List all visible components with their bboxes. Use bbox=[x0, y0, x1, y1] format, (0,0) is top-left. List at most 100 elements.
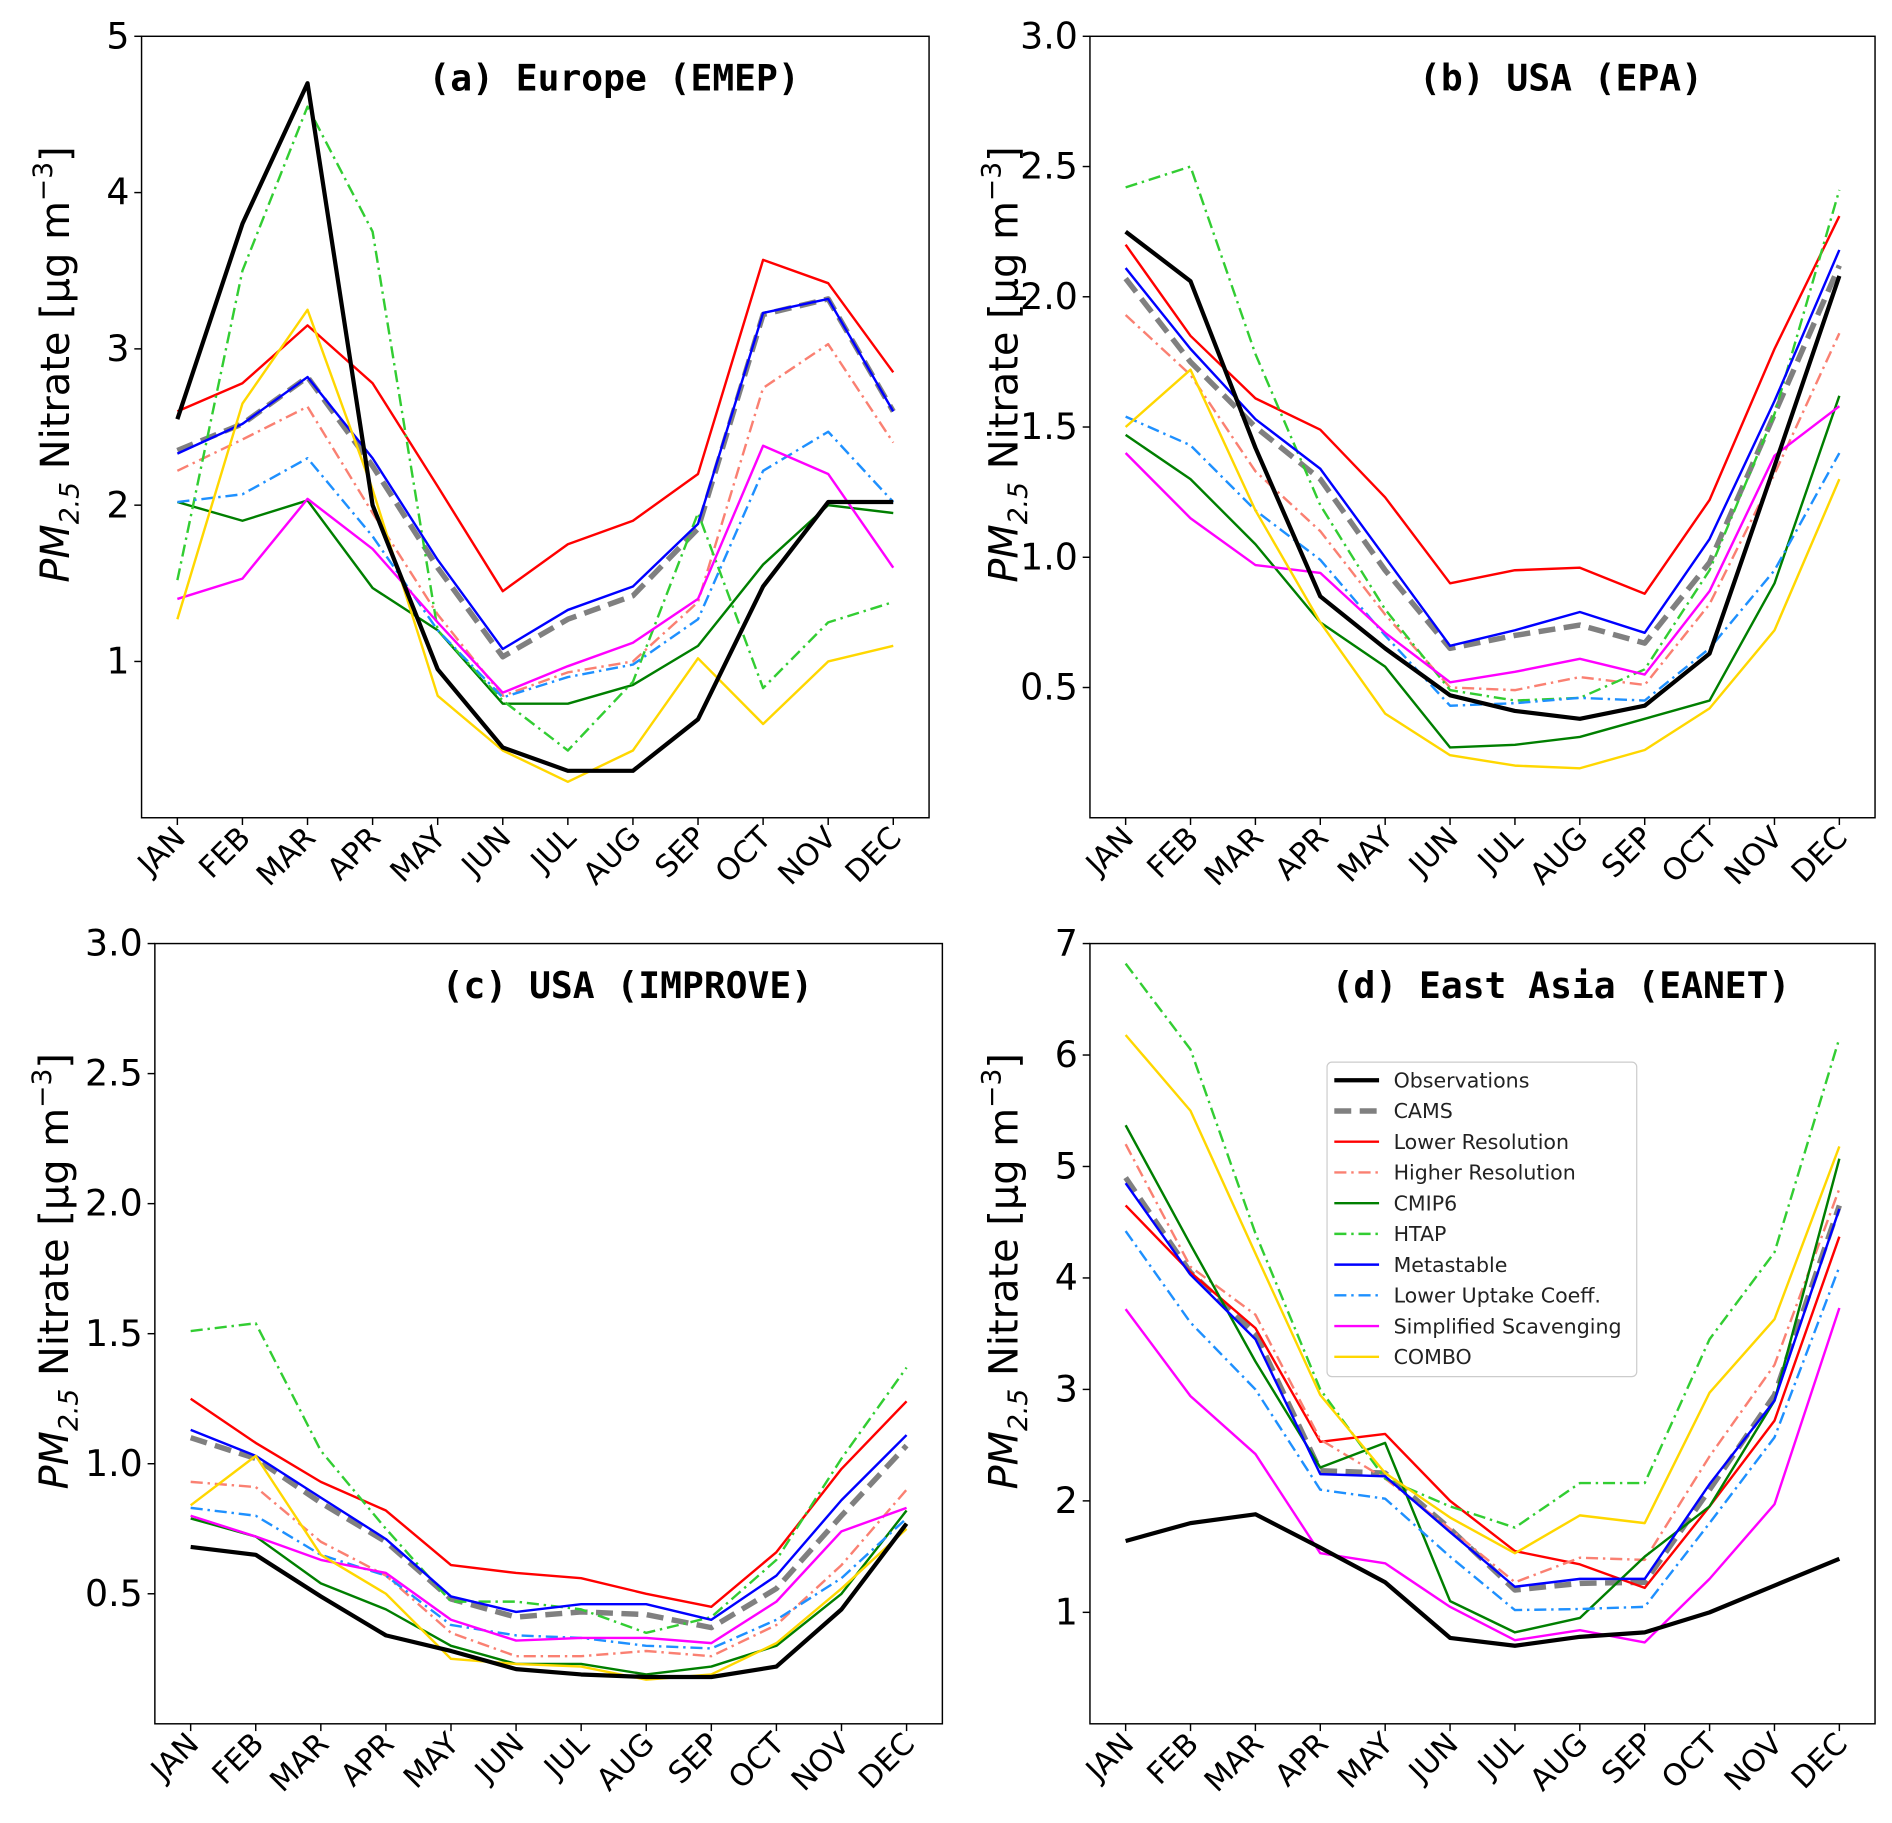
legend-label: CMIP6 bbox=[1394, 1191, 1458, 1215]
x-tick-label: APR bbox=[1268, 1726, 1335, 1793]
x-tick-label: JAN bbox=[1078, 820, 1141, 883]
series-line-cmip6 bbox=[190, 1509, 908, 1676]
x-tick-label: MAY bbox=[384, 820, 454, 890]
series-line-lower-uptake-coeff bbox=[177, 430, 895, 699]
x-tick-label: DEC bbox=[1785, 1726, 1855, 1796]
series-line-combo bbox=[1124, 1034, 1841, 1555]
series-line-higher-resolution bbox=[176, 342, 895, 698]
x-tick-label: DEC bbox=[852, 1726, 922, 1796]
y-tick-label: 3 bbox=[106, 327, 129, 370]
legend-label: Simplified Scavenging bbox=[1394, 1314, 1622, 1338]
y-tick-label: 2 bbox=[106, 483, 129, 526]
x-tick-label: FEB bbox=[193, 820, 258, 885]
y-tick-label: 5 bbox=[1055, 1145, 1078, 1188]
x-tick-label: JAN bbox=[1078, 1726, 1141, 1789]
y-tick-label: 4 bbox=[1055, 1256, 1078, 1299]
x-tick-label: MAR bbox=[1198, 1726, 1271, 1799]
series-line-higher-resolution bbox=[1124, 1143, 1841, 1584]
y-tick-label: 3 bbox=[1055, 1368, 1078, 1411]
x-tick-label: SEP bbox=[649, 820, 714, 885]
panel-title: (b) USA (EPA) bbox=[1419, 57, 1703, 100]
y-tick-label: 2.0 bbox=[85, 1182, 143, 1225]
legend-label: HTAP bbox=[1394, 1222, 1447, 1246]
series-line-simplified-scavenging bbox=[190, 1506, 907, 1645]
series-line-htap bbox=[1124, 962, 1841, 1529]
plot-frame bbox=[140, 35, 930, 819]
series-line-higher-resolution bbox=[1124, 314, 1841, 692]
panel-title: (c) USA (IMPROVE) bbox=[442, 964, 813, 1007]
series-line-lower-resolution bbox=[1124, 215, 1841, 595]
y-tick-label: 5 bbox=[106, 14, 129, 57]
y-tick-label: 4 bbox=[106, 171, 129, 214]
legend-label: COMBO bbox=[1394, 1345, 1472, 1369]
series-line-cmip6 bbox=[1124, 1124, 1841, 1634]
y-axis-label: PM2.5 Nitrate [µg m−3] bbox=[28, 146, 86, 583]
x-tick-label: MAR bbox=[1198, 820, 1271, 893]
x-tick-label: JUN bbox=[467, 1726, 531, 1790]
y-tick-label: 2.5 bbox=[1020, 145, 1078, 188]
series-line-metastable bbox=[176, 297, 895, 651]
x-tick-label: APR bbox=[321, 820, 388, 887]
x-tick-label: SEP bbox=[662, 1726, 727, 1791]
x-tick-label: AUG bbox=[1524, 1726, 1596, 1798]
x-tick-label: NOV bbox=[1718, 1726, 1790, 1798]
x-tick-label: AUG bbox=[590, 1726, 662, 1798]
x-tick-label: NOV bbox=[772, 820, 844, 892]
x-tick-label: FEB bbox=[1141, 1726, 1206, 1791]
x-tick-label: NOV bbox=[785, 1726, 857, 1798]
y-axis-label: PM2.5 Nitrate [µg m−3] bbox=[27, 1053, 85, 1490]
x-tick-label: NOV bbox=[1718, 820, 1790, 892]
series-line-htap bbox=[190, 1322, 908, 1635]
y-tick-label: 7 bbox=[1055, 922, 1078, 965]
x-tick-label: MAR bbox=[263, 1726, 336, 1799]
legend-label: Metastable bbox=[1394, 1253, 1508, 1277]
x-tick-label: FEB bbox=[1141, 820, 1206, 885]
x-tick-label: MAY bbox=[1331, 1726, 1401, 1796]
x-tick-label: APR bbox=[334, 1726, 401, 1793]
x-tick-label: JUN bbox=[1401, 820, 1465, 884]
series-line-lower-uptake-coeff bbox=[1125, 415, 1841, 707]
series-line-combo bbox=[1124, 368, 1841, 770]
y-tick-label: 1.5 bbox=[85, 1312, 143, 1355]
y-axis-label: PM2.5 Nitrate [µg m−3] bbox=[976, 1053, 1034, 1490]
legend-label: Lower Resolution bbox=[1394, 1130, 1569, 1154]
x-tick-label: JUL bbox=[1470, 820, 1530, 880]
series-line-metastable bbox=[1124, 249, 1841, 648]
series-line-lower-resolution bbox=[176, 258, 895, 593]
x-tick-label: OCT bbox=[1655, 820, 1725, 890]
series-line-metastable bbox=[1124, 1182, 1841, 1588]
legend-label: Observations bbox=[1394, 1069, 1530, 1093]
series-line-observations bbox=[190, 1522, 909, 1680]
series-line-observations bbox=[175, 81, 894, 773]
x-tick-label: DEC bbox=[1785, 820, 1855, 890]
series-line-cams bbox=[176, 296, 896, 660]
y-tick-label: 0.5 bbox=[85, 1572, 143, 1615]
y-tick-label: 3.0 bbox=[85, 922, 143, 965]
plot-frame bbox=[1089, 35, 1876, 819]
series-line-combo bbox=[189, 1454, 908, 1681]
series-line-cmip6 bbox=[177, 499, 894, 705]
series-line-lower-resolution bbox=[189, 1397, 908, 1609]
series-line-higher-resolution bbox=[190, 1480, 908, 1658]
x-tick-label: JUL bbox=[523, 820, 583, 880]
x-tick-label: SEP bbox=[1595, 1726, 1660, 1791]
x-tick-label: OCT bbox=[1655, 1726, 1725, 1796]
series-line-lower-resolution bbox=[1124, 1204, 1841, 1590]
y-tick-label: 3.0 bbox=[1020, 14, 1078, 57]
legend-box bbox=[1326, 1061, 1638, 1378]
y-tick-label: 6 bbox=[1055, 1033, 1078, 1076]
y-tick-label: 1 bbox=[1055, 1590, 1078, 1633]
y-tick-label: 0.5 bbox=[1020, 666, 1078, 709]
x-tick-label: APR bbox=[1268, 820, 1335, 887]
panel-title: (a) Europe (EMEP) bbox=[428, 57, 799, 100]
x-tick-label: OCT bbox=[709, 820, 779, 890]
x-tick-label: JUN bbox=[1401, 1726, 1465, 1790]
series-line-cams bbox=[189, 1435, 909, 1631]
y-tick-label: 1 bbox=[106, 640, 129, 683]
series-line-lower-uptake-coeff bbox=[190, 1506, 908, 1650]
